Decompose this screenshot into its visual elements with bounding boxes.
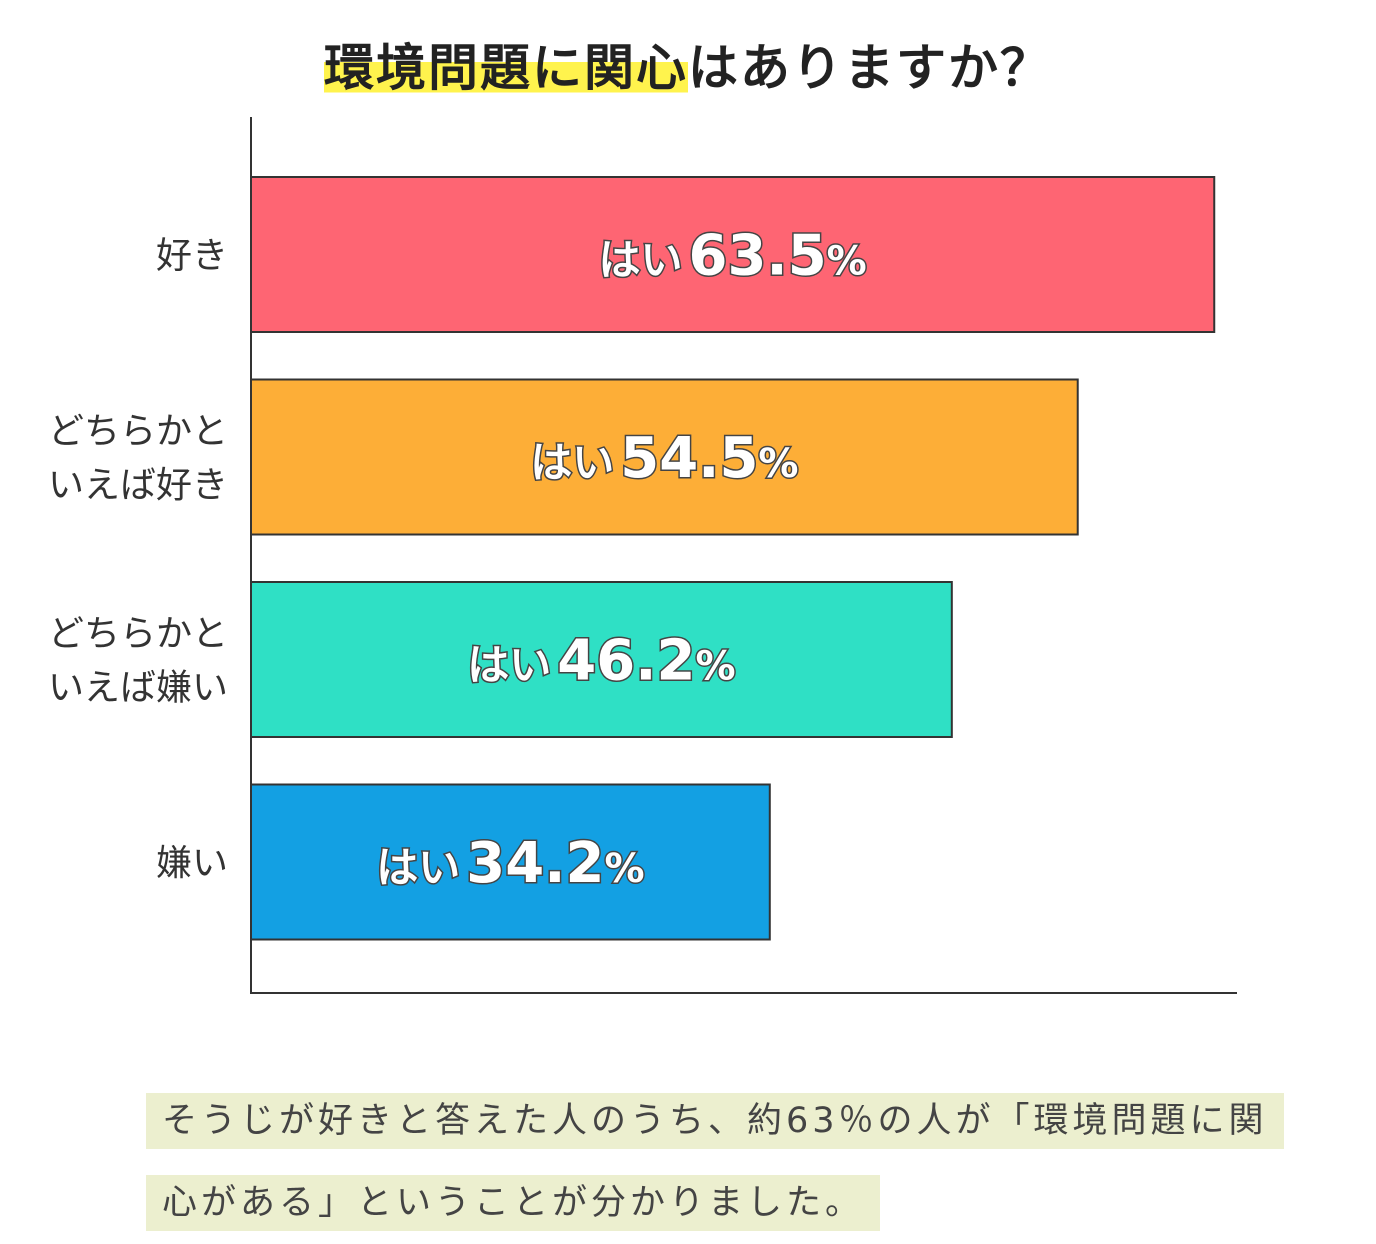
bar-value-label-2: はい 54.5%: [530, 426, 798, 491]
summary-note-text: そうじが好きと答えた人のうち、約63％の人が「環境問題に関心がある」ということが…: [146, 1093, 1284, 1231]
bar-value-label-3: はい 46.2%: [467, 629, 735, 694]
bar-2: [250, 378, 1079, 536]
bar-4: [250, 783, 771, 941]
category-label-4: 嫌い: [156, 843, 228, 884]
bar-value-label-1: はい 63.5%: [598, 224, 866, 289]
category-label-1: 好き: [156, 236, 228, 277]
category-label-2: どちらかといえば好き: [48, 411, 228, 506]
bar-1: [250, 176, 1216, 333]
chart-title: 環境問題に関心はありますか？: [0, 28, 1376, 100]
category-label-3: どちらかといえば嫌い: [48, 614, 228, 709]
bar-3: [250, 581, 953, 738]
chart-title-rest: はありますか？: [688, 39, 1052, 97]
summary-note: そうじが好きと答えた人のうち、約63％の人が「環境問題に関心がある」ということが…: [146, 1080, 1296, 1244]
bar-value-label-4: はい 34.2%: [376, 831, 644, 896]
chart-title-highlight: 環境問題に関心: [324, 39, 688, 97]
